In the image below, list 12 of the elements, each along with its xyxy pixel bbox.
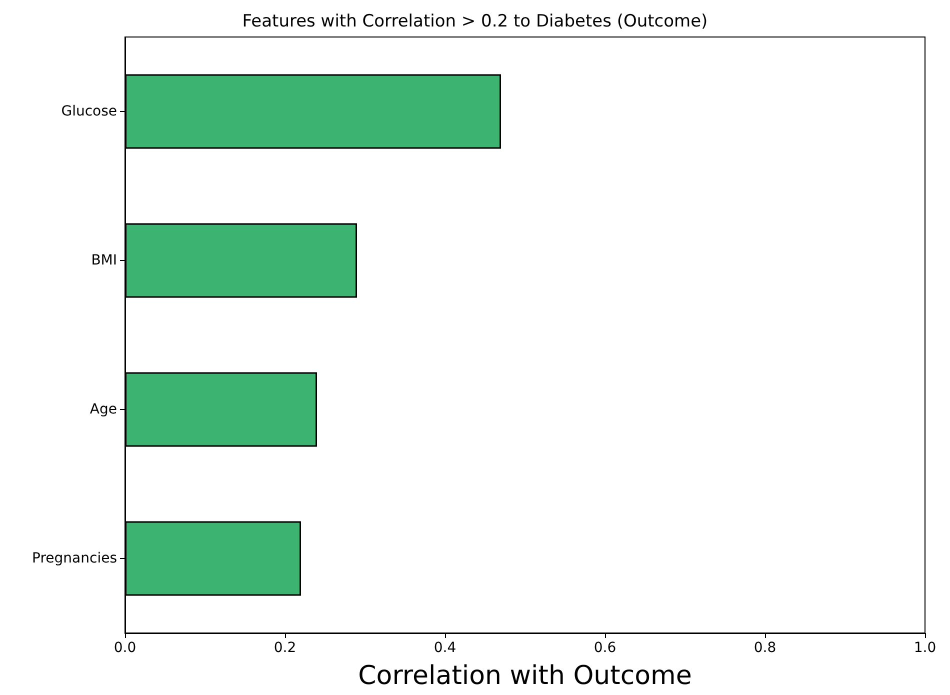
x-tick-label: 0.6: [594, 640, 616, 656]
y-tick-label: Glucose: [61, 104, 117, 120]
x-axis-title: Correlation with Outcome: [358, 661, 692, 691]
x-tick-label: 0.0: [114, 640, 136, 656]
y-tick-label: BMI: [91, 252, 117, 268]
chart-title: Features with Correlation > 0.2 to Diabetes (Outcome): [242, 12, 708, 32]
y-tick-label: Pregnancies: [32, 550, 117, 566]
x-tick-label: 0.8: [754, 640, 776, 656]
x-tick-label: 0.2: [274, 640, 296, 656]
x-tick-label: 1.0: [914, 640, 936, 656]
y-tick-label: Age: [90, 402, 117, 418]
x-tick-label: 0.4: [434, 640, 456, 656]
